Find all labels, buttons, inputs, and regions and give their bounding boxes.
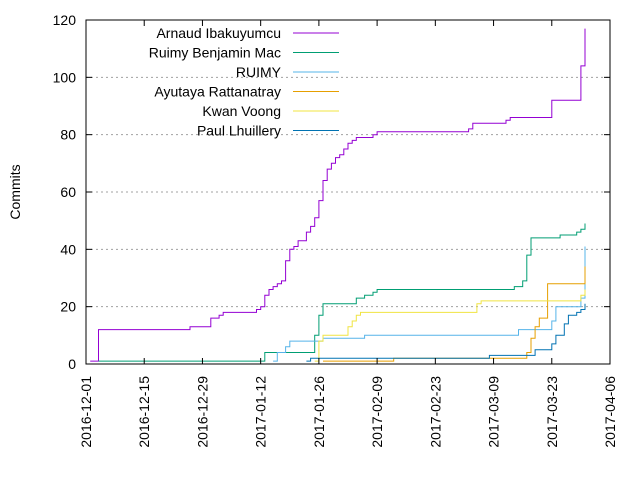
y-tick-label: 40 [60, 241, 76, 257]
grid-lines [86, 76, 610, 308]
y-tick-label: 80 [60, 127, 76, 143]
series-line [273, 246, 586, 362]
series-line [306, 303, 586, 362]
legend-label: Arnaud Ibakuyumcu [156, 25, 281, 41]
y-tick-label: 120 [53, 12, 77, 28]
series-line [323, 266, 586, 362]
axis-ticks: 0 20 40 60 80 100 120 2016-12-01 2016-12-15 2016-… [53, 12, 618, 448]
legend-label: RUIMY [236, 64, 282, 80]
x-tick-label: 2017-01-26 [311, 376, 327, 448]
legend-label: Ayutaya Rattanatray [154, 84, 281, 100]
x-tick-label: 2017-02-23 [427, 376, 443, 448]
x-tick-label: 2017-04-06 [602, 376, 618, 448]
y-tick-label: 60 [60, 184, 76, 200]
y-axis-label: Commits [7, 164, 23, 219]
x-tick-label: 2017-03-23 [544, 376, 560, 448]
legend-label: Paul Lhuillery [197, 123, 281, 139]
x-tick-label: 2016-12-29 [194, 376, 210, 448]
series-line [90, 28, 586, 362]
y-tick-label: 20 [60, 299, 76, 315]
x-tick-label: 2016-12-15 [136, 376, 152, 448]
series-line [98, 223, 586, 362]
y-tick-label: 100 [53, 69, 77, 85]
x-tick-label: 2017-02-09 [369, 376, 385, 448]
x-tick-label: 2017-01-12 [253, 376, 269, 448]
x-tick-label: 2016-12-01 [78, 376, 94, 448]
series-lines [90, 28, 586, 362]
series-line [314, 289, 586, 362]
x-tick-label: 2017-03-09 [486, 376, 502, 448]
y-tick-label: 0 [68, 356, 76, 372]
legend-label: Kwan Voong [202, 103, 281, 119]
legend-label: Ruimy Benjamin Mac [149, 45, 281, 61]
legend: Arnaud Ibakuyumcu Ruimy Benjamin Mac RUIMY… [149, 25, 339, 139]
